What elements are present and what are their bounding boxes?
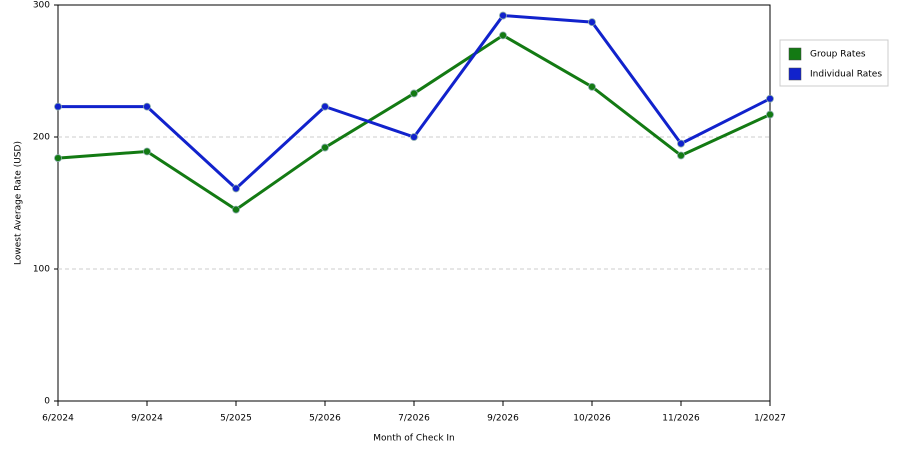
data-point [677, 151, 685, 160]
legend-swatch [788, 67, 802, 81]
data-point [232, 205, 240, 214]
x-tick-label: 1/2027 [754, 414, 786, 424]
data-point [410, 89, 418, 98]
x-tick-label: 9/2024 [131, 414, 163, 424]
data-point [677, 139, 685, 148]
data-point [321, 102, 329, 111]
x-axis-label: Month of Check In [373, 434, 455, 444]
plot-area [57, 4, 771, 402]
y-tick-label: 200 [33, 133, 50, 143]
y-tick-label: 0 [44, 397, 50, 407]
data-point [54, 102, 62, 111]
data-point [588, 18, 596, 27]
y-tick-label: 100 [33, 265, 50, 275]
data-point [499, 31, 507, 40]
x-tick-label: 5/2026 [309, 414, 341, 424]
data-point [143, 147, 151, 156]
x-tick-label: 6/2024 [42, 414, 74, 424]
data-point [232, 184, 240, 193]
x-tick-label: 5/2025 [220, 414, 252, 424]
x-tick-label: 10/2026 [573, 414, 611, 424]
data-point [766, 110, 774, 119]
y-tick-label: 300 [33, 1, 50, 11]
data-point [410, 133, 418, 141]
data-point [499, 11, 507, 20]
data-point [766, 94, 774, 103]
data-point [588, 82, 596, 91]
y-axis-label: Lowest Average Rate (USD) [14, 141, 24, 265]
x-tick-label: 7/2026 [398, 414, 430, 424]
legend-label: Individual Rates [810, 70, 882, 80]
data-point [143, 102, 151, 111]
legend-label: Group Rates [810, 50, 866, 60]
x-tick-label: 9/2026 [487, 414, 519, 424]
data-point [321, 143, 329, 152]
data-point [54, 154, 62, 163]
x-tick-label: 11/2026 [662, 414, 700, 424]
legend-swatch [788, 47, 802, 61]
